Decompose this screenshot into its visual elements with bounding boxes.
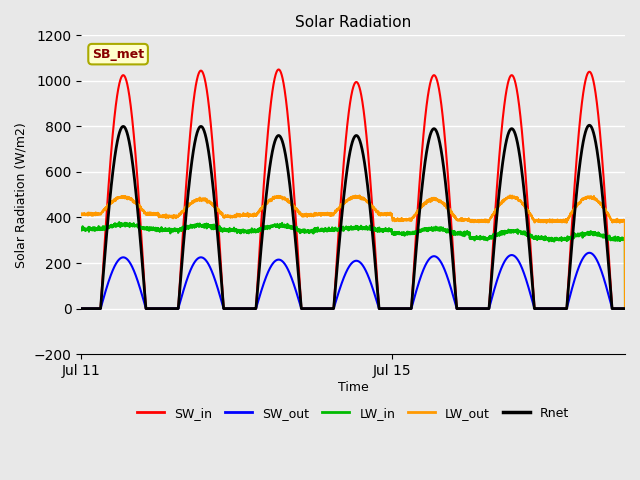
Title: Solar Radiation: Solar Radiation (295, 15, 412, 30)
X-axis label: Time: Time (338, 381, 369, 394)
Text: SB_met: SB_met (92, 48, 144, 60)
Legend: SW_in, SW_out, LW_in, LW_out, Rnet: SW_in, SW_out, LW_in, LW_out, Rnet (132, 402, 574, 425)
Y-axis label: Solar Radiation (W/m2): Solar Radiation (W/m2) (15, 122, 28, 267)
